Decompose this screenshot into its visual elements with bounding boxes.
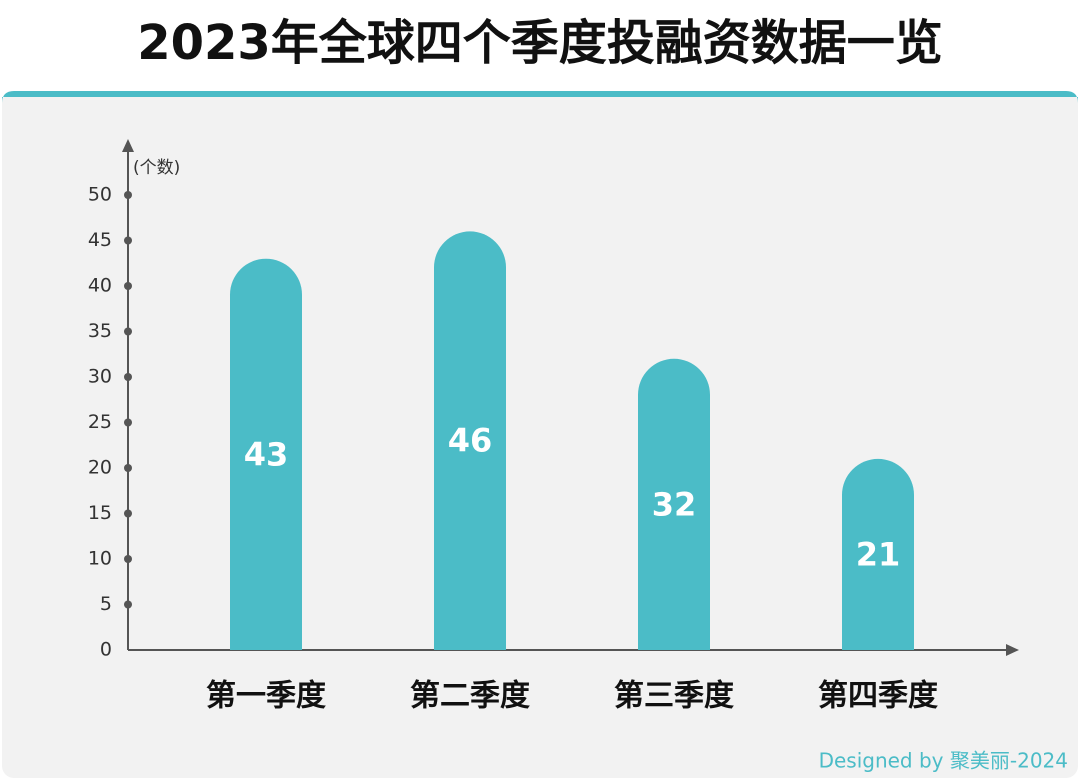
x-axis-arrow xyxy=(1006,644,1019,656)
panel xyxy=(2,91,1078,778)
x-tick-label: 第三季度 xyxy=(614,679,734,714)
y-axis-label: (个数) xyxy=(133,158,180,178)
y-tick-mark xyxy=(124,464,132,472)
y-axis-arrow xyxy=(122,139,134,152)
bar xyxy=(638,358,710,650)
value-label: 32 xyxy=(652,485,697,523)
panel-top-border xyxy=(2,91,1078,103)
bar xyxy=(230,258,302,650)
y-tick-label: 5 xyxy=(100,593,112,615)
y-tick-mark xyxy=(124,509,132,518)
y-tick-mark xyxy=(124,282,132,290)
y-tick-mark xyxy=(124,418,132,427)
y-tick-label: 50 xyxy=(88,184,112,206)
x-tick-label: 第四季度 xyxy=(818,679,938,714)
y-tick-label: 35 xyxy=(88,320,112,342)
y-tick-label: 45 xyxy=(88,229,112,251)
value-label: 43 xyxy=(244,435,289,473)
bar xyxy=(842,458,914,650)
chart-title: 2023年全球四个季度投融资数据一览 xyxy=(137,15,943,71)
y-tick-label: 20 xyxy=(88,457,112,479)
x-tick-label: 第一季度 xyxy=(206,679,326,714)
bar xyxy=(434,231,506,650)
y-tick-label: 15 xyxy=(88,502,112,524)
value-label: 21 xyxy=(856,535,901,573)
y-tick-mark xyxy=(124,236,132,245)
y-tick-label: 0 xyxy=(100,639,112,661)
x-tick-label: 第二季度 xyxy=(410,679,530,714)
y-tick-mark xyxy=(124,191,132,199)
footer: Designed by 聚美丽-2024 xyxy=(819,749,1068,773)
y-tick-mark xyxy=(124,327,132,336)
y-tick-label: 30 xyxy=(88,366,112,388)
y-tick-mark xyxy=(124,555,132,563)
value-label: 46 xyxy=(448,422,493,460)
y-tick-label: 40 xyxy=(88,275,112,297)
y-tick-label: 10 xyxy=(88,548,112,570)
y-tick-mark xyxy=(124,373,132,381)
y-tick-label: 25 xyxy=(88,411,112,433)
y-tick-mark xyxy=(124,600,132,609)
